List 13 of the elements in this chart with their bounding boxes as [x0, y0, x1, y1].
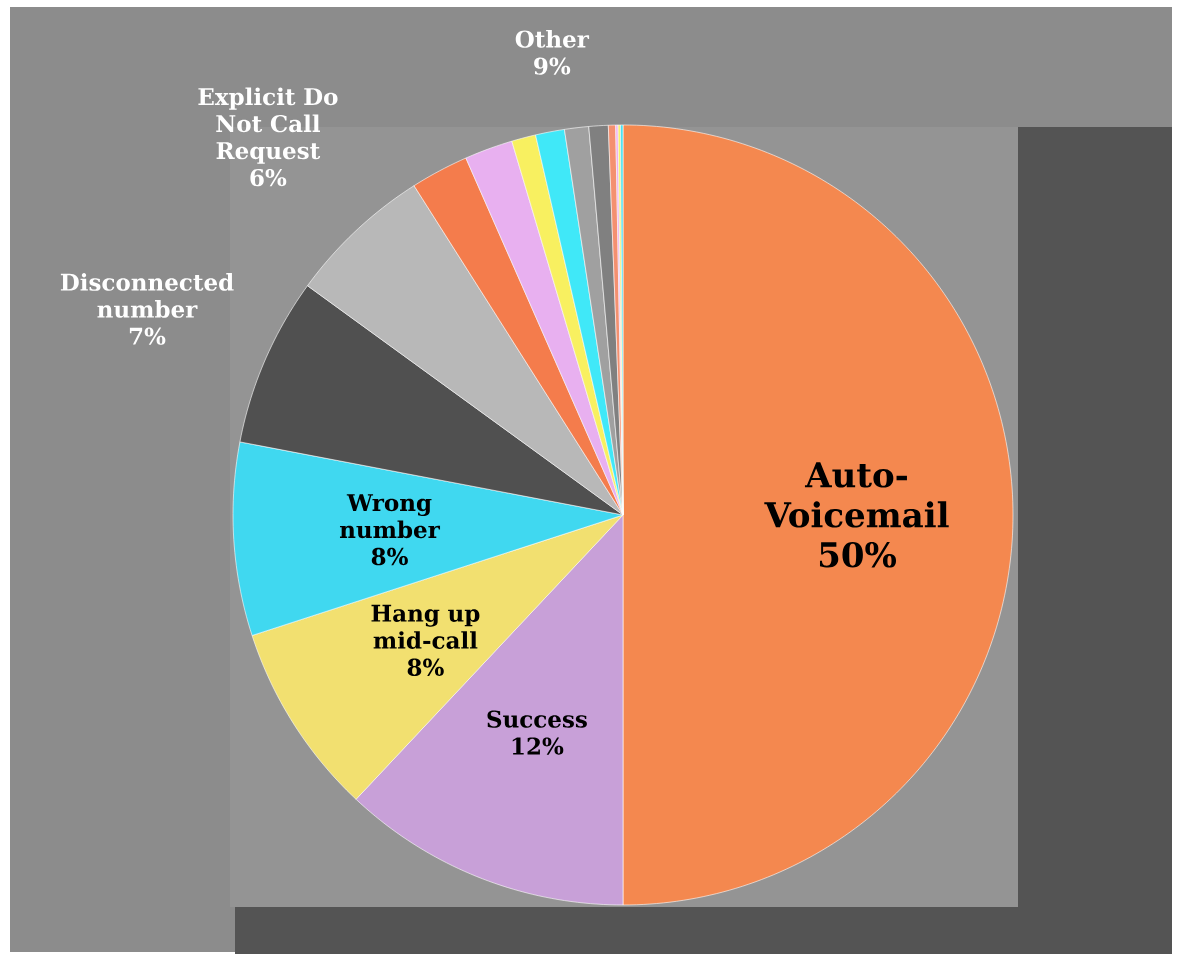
data-label: 8%: [407, 658, 444, 676]
data-label: 6%: [250, 168, 287, 187]
data-label: 7%: [129, 327, 166, 345]
text: Other 9%: [515, 29, 590, 75]
slice-label: Disconnected number: [60, 273, 234, 318]
data-label: 8%: [371, 547, 408, 566]
data-label: 12%: [512, 737, 564, 755]
slice-label: Explicit Do Not Call Request: [198, 87, 338, 164]
slice-label: Success: [487, 710, 587, 728]
slice-label: Auto-Voicemail: [764, 462, 949, 528]
slice-label: Wrong number: [339, 494, 441, 539]
slice-label: Hang up mid-call: [371, 604, 480, 649]
data-label: 50%: [819, 541, 897, 568]
